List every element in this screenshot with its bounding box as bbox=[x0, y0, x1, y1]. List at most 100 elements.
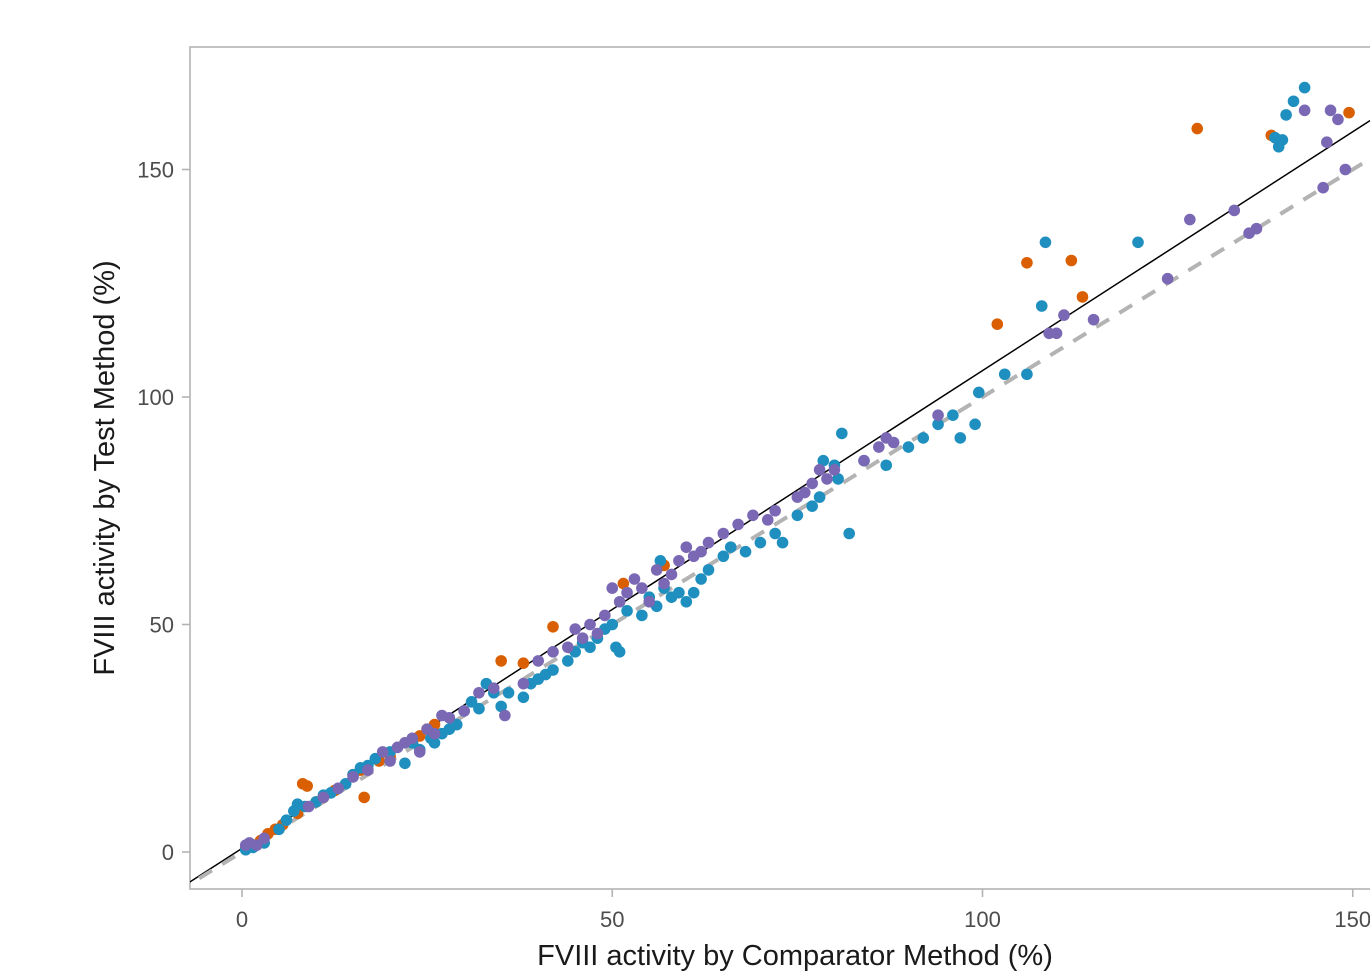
data-point-s3-65 bbox=[1087, 313, 1100, 326]
data-point-s3-54 bbox=[813, 464, 826, 476]
data-point-s2-89 bbox=[1276, 134, 1289, 146]
data-point-s3-45 bbox=[702, 536, 715, 549]
data-point-s3-61 bbox=[932, 409, 944, 422]
data-point-s3-10 bbox=[384, 755, 396, 767]
data-point-s3-25 bbox=[547, 646, 559, 658]
data-point-s1-21 bbox=[517, 657, 530, 669]
x-axis-title: FVIII activity by Comparator Method (%) bbox=[537, 940, 1053, 972]
data-point-s2-75 bbox=[902, 441, 915, 453]
data-point-s1-14 bbox=[358, 791, 370, 804]
data-point-s3-7 bbox=[347, 771, 359, 783]
data-point-s3-13 bbox=[406, 732, 419, 745]
data-point-s2-4 bbox=[280, 814, 293, 826]
y-tick-label-0: 0 bbox=[162, 840, 174, 865]
data-point-s3-41 bbox=[673, 555, 685, 567]
data-point-s2-72 bbox=[843, 527, 856, 540]
data-point-s3-70 bbox=[1250, 222, 1263, 235]
data-point-s2-63 bbox=[769, 527, 781, 540]
data-point-s2-27 bbox=[465, 696, 478, 708]
data-point-s3-60 bbox=[887, 436, 900, 449]
data-point-s2-3 bbox=[273, 823, 285, 836]
data-point-s2-33 bbox=[517, 691, 530, 704]
data-point-s2-85 bbox=[1039, 236, 1052, 249]
data-point-s2-74 bbox=[880, 459, 893, 472]
data-point-s3-27 bbox=[569, 623, 582, 635]
data-point-s2-82 bbox=[998, 368, 1011, 381]
data-point-s3-47 bbox=[732, 518, 744, 531]
data-point-s3-8 bbox=[362, 764, 374, 776]
data-point-s1-23 bbox=[617, 577, 630, 590]
data-point-s3-64 bbox=[1058, 309, 1070, 321]
data-point-s1-8 bbox=[301, 780, 313, 792]
data-point-s2-68 bbox=[817, 454, 830, 467]
data-point-s3-29 bbox=[584, 618, 596, 631]
data-point-s3-55 bbox=[821, 473, 833, 485]
data-point-s3-56 bbox=[828, 464, 841, 476]
data-point-s3-63 bbox=[1050, 327, 1063, 340]
data-point-s3-72 bbox=[1321, 136, 1333, 148]
data-point-s2-78 bbox=[947, 409, 959, 422]
data-point-s3-24 bbox=[532, 655, 544, 667]
data-point-s3-23 bbox=[517, 677, 530, 690]
data-point-s2-47 bbox=[621, 605, 633, 617]
x-tick-label-1: 50 bbox=[600, 907, 624, 932]
data-point-s2-61 bbox=[739, 545, 752, 558]
data-point-s3-20 bbox=[473, 686, 485, 699]
data-point-s3-28 bbox=[576, 632, 589, 644]
data-point-s3-58 bbox=[873, 441, 885, 453]
y-tick-label-2: 100 bbox=[137, 385, 174, 410]
data-point-s3-16 bbox=[428, 727, 441, 740]
data-point-s3-57 bbox=[858, 454, 870, 467]
data-point-s3-46 bbox=[717, 527, 730, 540]
data-point-s1-25 bbox=[991, 318, 1004, 331]
data-point-s3-52 bbox=[798, 486, 811, 499]
data-point-s2-58 bbox=[702, 564, 715, 576]
data-point-s2-81 bbox=[972, 386, 985, 399]
data-point-s2-31 bbox=[495, 700, 507, 713]
data-point-s2-59 bbox=[717, 550, 730, 563]
data-point-s2-54 bbox=[673, 586, 685, 599]
data-point-s2-18 bbox=[399, 757, 411, 770]
data-point-s1-26 bbox=[1021, 256, 1033, 269]
data-point-s3-21 bbox=[487, 682, 500, 694]
data-point-s2-62 bbox=[754, 536, 767, 549]
data-point-s3-33 bbox=[613, 595, 626, 608]
data-point-s3-67 bbox=[1184, 213, 1196, 226]
data-point-s3-74 bbox=[1339, 163, 1352, 176]
data-point-s2-60 bbox=[724, 541, 737, 553]
data-point-s2-80 bbox=[969, 418, 981, 431]
data-point-s3-68 bbox=[1228, 204, 1241, 217]
data-point-s2-56 bbox=[687, 586, 700, 599]
y-axis-title: FVIII activity by Test Method (%) bbox=[89, 260, 121, 675]
data-point-s3-76 bbox=[1298, 104, 1311, 117]
data-point-s3-2 bbox=[251, 839, 263, 851]
data-point-s3-4 bbox=[302, 800, 315, 813]
data-point-s1-22 bbox=[547, 620, 559, 633]
data-point-s3-38 bbox=[650, 564, 663, 576]
x-tick-label-3: 150 bbox=[1334, 907, 1370, 932]
data-point-s3-32 bbox=[606, 582, 619, 594]
data-point-s2-57 bbox=[695, 573, 707, 585]
data-point-s2-77 bbox=[932, 418, 944, 431]
data-point-s3-50 bbox=[769, 504, 781, 517]
data-point-s3-73 bbox=[1332, 113, 1344, 126]
data-point-s3-26 bbox=[562, 641, 574, 654]
data-point-s3-71 bbox=[1317, 181, 1329, 194]
axis-ticks: 0 50 100 150 0 50 100 150 bbox=[137, 158, 1370, 933]
data-point-s3-35 bbox=[628, 573, 641, 585]
y-tick-label-1: 50 bbox=[150, 613, 174, 638]
data-point-s1-29 bbox=[1191, 122, 1204, 135]
x-tick-label-0: 0 bbox=[236, 907, 248, 932]
data-point-s3-39 bbox=[658, 577, 670, 590]
data-point-s3-34 bbox=[621, 586, 633, 599]
data-point-s2-71 bbox=[836, 427, 848, 440]
data-point-s2-55 bbox=[680, 595, 693, 608]
data-point-s3-19 bbox=[458, 705, 470, 717]
data-point-s2-86 bbox=[1132, 236, 1144, 249]
data-point-s2-46 bbox=[613, 646, 626, 658]
data-point-s2-83 bbox=[1021, 368, 1033, 381]
data-point-s3-42 bbox=[680, 541, 693, 553]
data-point-s3-75 bbox=[1324, 104, 1337, 117]
data-point-s3-18 bbox=[443, 711, 456, 724]
data-point-s2-44 bbox=[606, 618, 619, 631]
